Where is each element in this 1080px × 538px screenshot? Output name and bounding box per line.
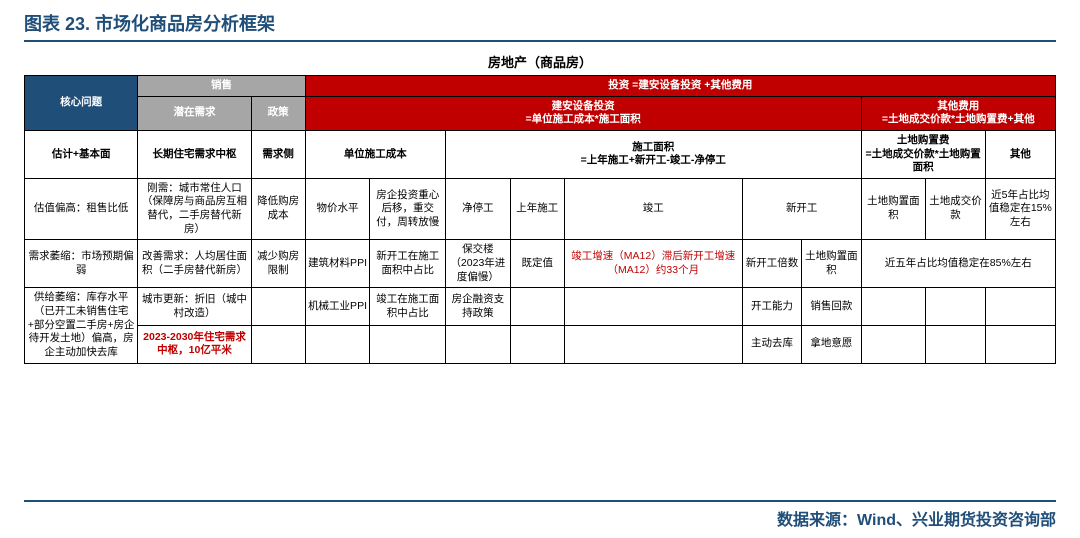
hdr-unit-cost: 单位施工成本	[305, 130, 445, 178]
table-cell: 销售回款	[802, 288, 861, 326]
hdr-equip: 建安设备投资 =单位施工成本*施工面积	[305, 96, 861, 130]
hdr-other: 其他	[985, 130, 1055, 178]
table-cell	[926, 288, 985, 326]
hdr-policy: 政策	[251, 96, 305, 130]
table-cell: 供给萎缩：库存水平（已开工未销售住宅+部分空置二手房+房企待开发土地）偏高，房企…	[25, 288, 138, 363]
hdr-est-fund: 估计+基本面	[25, 130, 138, 178]
table-cell	[861, 325, 926, 363]
table-cell	[305, 325, 370, 363]
table-cell: 土地购置面积	[861, 178, 926, 240]
table-cell: 新开工倍数	[742, 240, 801, 288]
table-cell	[251, 325, 305, 363]
table-cell: 城市更新：折旧（城中村改造）	[138, 288, 251, 326]
table-cell: 建筑材料PPI	[305, 240, 370, 288]
table-cell	[985, 325, 1055, 363]
table-cell	[564, 325, 742, 363]
hdr-long-demand: 长期住宅需求中枢	[138, 130, 251, 178]
table-cell	[510, 325, 564, 363]
table-cell: 保交楼（2023年进度偏慢）	[445, 240, 510, 288]
table-cell: 减少购房限制	[251, 240, 305, 288]
table-cell	[445, 325, 510, 363]
hdr-other-cost: 其他费用 =土地成交价款*土地购置费+其他	[861, 96, 1055, 130]
framework-table: 核心问题 销售 投资 =建安设备投资 +其他费用 潜在需求 政策 建安设备投资 …	[24, 75, 1056, 364]
table-cell: 近五年占比均值稳定在85%左右	[861, 240, 1055, 288]
table-cell: 新开工在施工面积中占比	[370, 240, 446, 288]
table-cell: 开工能力	[742, 288, 801, 326]
table-cell: 上年施工	[510, 178, 564, 240]
hdr-core-issue: 核心问题	[25, 76, 138, 131]
subtitle: 房地产（商品房）	[24, 52, 1056, 71]
table-cell	[564, 288, 742, 326]
table-cell: 土地购置面积	[802, 240, 861, 288]
table-cell: 降低购房成本	[251, 178, 305, 240]
table-cell: 估值偏高：租售比低	[25, 178, 138, 240]
hdr-land-fee: 土地购置费 =土地成交价款*土地购置面积	[861, 130, 985, 178]
table-cell: 净停工	[445, 178, 510, 240]
table-cell: 需求萎缩：市场预期偏弱	[25, 240, 138, 288]
figure-title: 图表 23. 市场化商品房分析框架	[24, 10, 1056, 42]
table-cell: 竣工增速（MA12）滞后新开工增速（MA12）约33个月	[564, 240, 742, 288]
table-cell: 主动去库	[742, 325, 801, 363]
table-cell: 竣工	[564, 178, 742, 240]
table-cell: 房企融资支持政策	[445, 288, 510, 326]
table-cell: 竣工在施工面积中占比	[370, 288, 446, 326]
table-cell: 近5年占比均值稳定在15%左右	[985, 178, 1055, 240]
table-cell	[985, 288, 1055, 326]
table-cell: 既定值	[510, 240, 564, 288]
table-cell	[370, 325, 446, 363]
table-cell: 土地成交价款	[926, 178, 985, 240]
hdr-need-side: 需求侧	[251, 130, 305, 178]
data-source: 数据来源：Wind、兴业期货投资咨询部	[24, 500, 1056, 530]
table-cell: 拿地意愿	[802, 325, 861, 363]
hdr-sales: 销售	[138, 76, 305, 97]
hdr-demand: 潜在需求	[138, 96, 251, 130]
table-cell: 物价水平	[305, 178, 370, 240]
table-cell	[510, 288, 564, 326]
table-cell: 改善需求：人均居住面积（二手房替代新房）	[138, 240, 251, 288]
table-cell	[926, 325, 985, 363]
table-cell: 2023-2030年住宅需求中枢，10亿平米	[138, 325, 251, 363]
table-cell: 房企投资重心后移，重交付，周转放慢	[370, 178, 446, 240]
table-cell	[861, 288, 926, 326]
table-cell: 机械工业PPI	[305, 288, 370, 326]
table-cell: 新开工	[742, 178, 861, 240]
hdr-constr-area: 施工面积 =上年施工+新开工-竣工-净停工	[445, 130, 861, 178]
table-cell: 刚需：城市常住人口（保障房与商品房互相替代，二手房替代新房）	[138, 178, 251, 240]
hdr-invest: 投资 =建安设备投资 +其他费用	[305, 76, 1055, 97]
table-cell	[251, 288, 305, 326]
